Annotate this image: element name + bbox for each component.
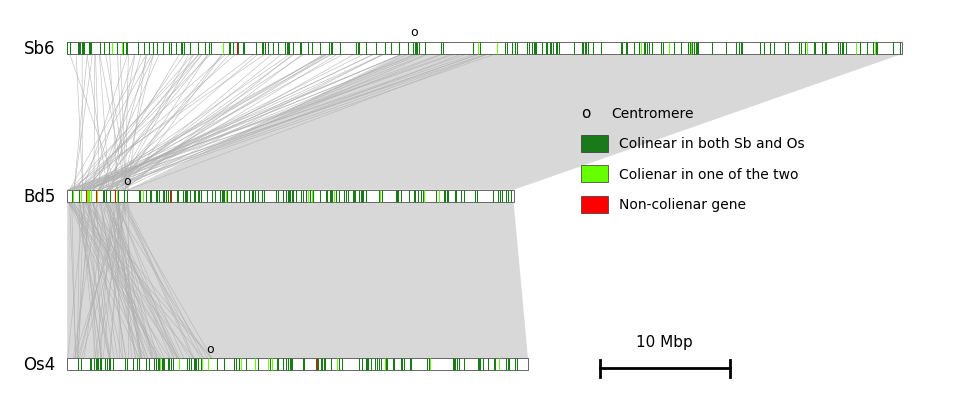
Bar [67,190,514,202]
Text: o: o [410,26,418,39]
Text: Sb6: Sb6 [24,40,56,58]
Text: o: o [206,342,214,355]
Bar [67,358,528,371]
Bar [581,196,608,213]
Text: Non-colienar gene: Non-colienar gene [619,198,746,211]
Text: Bd5: Bd5 [23,188,56,205]
Text: Colinear in both Sb and Os: Colinear in both Sb and Os [619,137,804,151]
Text: Colienar in one of the two: Colienar in one of the two [619,167,799,181]
Text: Os4: Os4 [23,356,56,373]
Polygon shape [128,55,902,190]
Text: o: o [124,174,132,187]
Bar [581,166,608,183]
Text: 10 Mbp: 10 Mbp [636,335,693,350]
Text: o: o [581,106,590,121]
Bar [581,135,608,152]
Polygon shape [67,202,528,358]
Text: Centromere: Centromere [612,107,694,120]
Bar [67,43,902,55]
